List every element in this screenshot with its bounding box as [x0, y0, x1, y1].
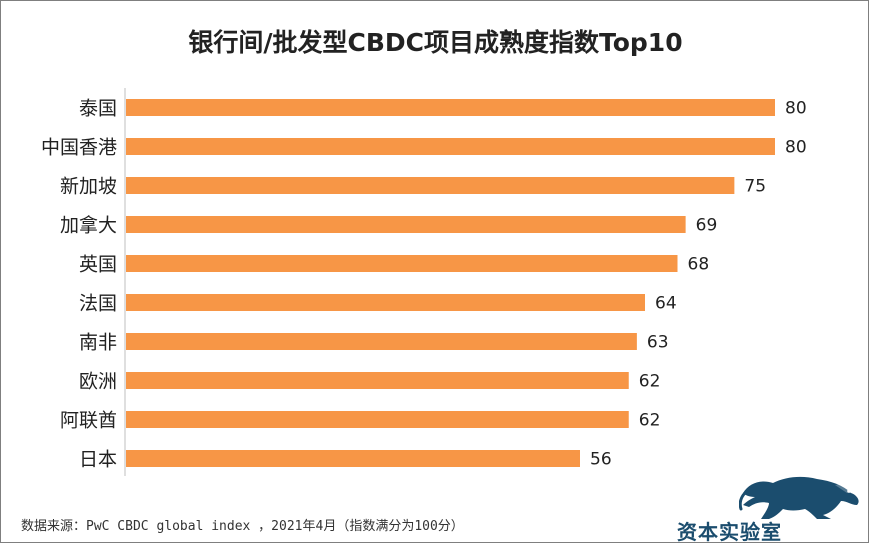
category-label: 欧洲	[79, 371, 117, 393]
category-label: 加拿大	[60, 214, 117, 237]
category-label: 英国	[79, 254, 117, 276]
bar	[126, 450, 580, 467]
brand-logo: 资本实验室	[677, 471, 867, 543]
bar	[126, 99, 775, 116]
data-label: 68	[688, 255, 710, 275]
data-label: 69	[696, 216, 718, 236]
bar	[126, 411, 629, 428]
data-label: 63	[647, 333, 669, 353]
category-label: 南非	[79, 332, 117, 354]
category-label: 中国香港	[41, 137, 117, 159]
data-label: 62	[639, 372, 661, 392]
bar	[126, 138, 775, 155]
bar	[126, 372, 629, 389]
category-label: 法国	[79, 293, 117, 315]
category-label: 阿联酋	[60, 410, 117, 432]
bar	[126, 177, 735, 194]
category-label: 泰国	[79, 98, 117, 120]
leopard-logo-icon	[739, 476, 859, 519]
chart-title: 银行间/批发型CBDC项目成熟度指数Top10	[188, 28, 683, 57]
category-label: 新加坡	[60, 176, 117, 198]
source-note: 数据来源：PwC CBDC global index ，2021年4月（指数满分…	[21, 519, 464, 534]
bar	[126, 333, 637, 350]
bar	[126, 294, 645, 311]
data-label: 56	[590, 450, 612, 470]
data-label: 64	[655, 294, 677, 314]
category-label: 日本	[79, 449, 117, 471]
data-label: 75	[744, 177, 766, 197]
data-label: 80	[785, 99, 807, 119]
data-label: 80	[785, 138, 807, 158]
bar	[126, 216, 686, 233]
brand-name: 资本实验室	[677, 520, 782, 543]
bar	[126, 255, 678, 272]
data-label: 62	[639, 411, 661, 431]
